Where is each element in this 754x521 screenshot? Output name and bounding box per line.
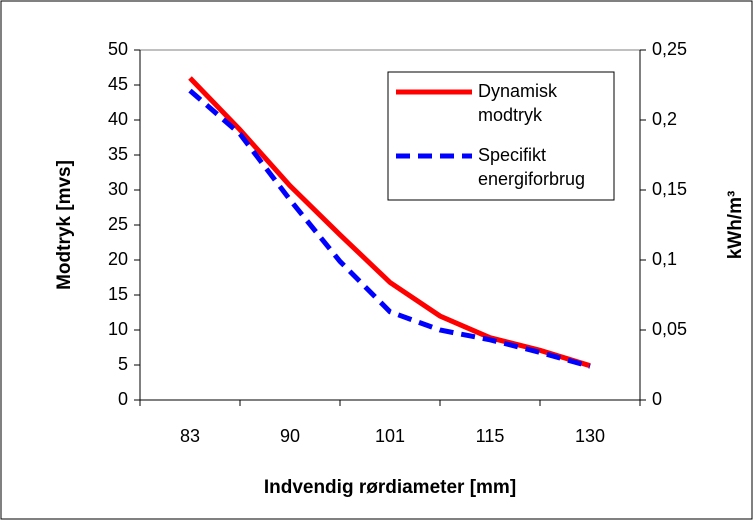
legend-label: Specifikt energiforbrug [478,145,585,189]
legend-label: Dynamisk modtryk [478,81,558,125]
y-tick-label: 30 [108,179,128,199]
y-tick-label: 50 [108,39,128,59]
y-tick-label: 25 [108,214,128,234]
y2-tick-label: 0,25 [652,39,687,59]
y2-tick-label: 0,2 [652,109,677,129]
y2-tick-label: 0,15 [652,179,687,199]
x-tick-label: 130 [575,426,605,446]
y-tick-label: 20 [108,249,128,269]
y-tick-label: 15 [108,284,128,304]
y2-tick-label: 0 [652,389,662,409]
y-tick-label: 35 [108,144,128,164]
x-tick-label: 115 [476,426,505,446]
x-tick-label: 90 [280,426,300,446]
y-tick-label: 0 [118,389,128,409]
legend-label-line: modtryk [478,105,543,125]
x-tick-label: 83 [180,426,200,446]
y2-tick-label: 0,1 [652,249,677,269]
legend-label-line: Dynamisk [478,81,558,101]
y2-tick-label: 0,05 [652,319,687,339]
series-line [188,88,591,369]
y2-axis-title: kWh/m³ [725,191,746,260]
y-tick-label: 5 [118,354,128,374]
series-line [188,76,591,369]
y-tick-label: 45 [108,74,128,94]
legend-label-line: Specifikt [478,145,546,165]
legend: Dynamisk modtryk Specifikt energiforbrug [387,71,615,201]
y-tick-label: 40 [108,109,128,129]
legend-label-line: energiforbrug [478,169,585,189]
y-axis-title: Modtryk [mvs] [54,160,75,290]
x-axis-title: Indvendig rørdiameter [mm] [264,477,516,498]
y-tick-label: 10 [108,319,128,339]
x-tick-label: 101 [375,426,405,446]
